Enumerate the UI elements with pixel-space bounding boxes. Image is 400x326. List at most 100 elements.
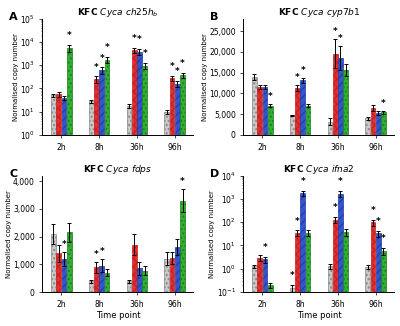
Text: *: * <box>295 216 300 226</box>
Bar <box>170 258 174 292</box>
X-axis label: Time point: Time point <box>297 311 341 320</box>
Y-axis label: Normalised copy number: Normalised copy number <box>202 33 208 121</box>
Text: *: * <box>290 271 294 280</box>
Bar <box>257 87 262 135</box>
Text: *: * <box>295 73 300 82</box>
Bar <box>67 48 72 326</box>
Bar <box>51 96 56 326</box>
Bar <box>94 267 99 292</box>
Bar <box>300 193 305 326</box>
Bar <box>295 88 300 135</box>
Title: KFC $\it{Cyca}$ $\it{ch25h_b}$: KFC $\it{Cyca}$ $\it{ch25h_b}$ <box>77 6 159 19</box>
Bar <box>328 266 332 326</box>
Bar <box>137 269 142 292</box>
Bar <box>252 266 257 326</box>
Text: *: * <box>62 240 66 249</box>
Bar <box>343 70 348 135</box>
Bar <box>262 87 267 135</box>
Bar <box>306 233 310 326</box>
Bar <box>62 259 66 292</box>
X-axis label: Time point: Time point <box>96 311 140 320</box>
Text: *: * <box>94 250 99 259</box>
Bar <box>67 232 72 292</box>
Text: A: A <box>9 12 18 22</box>
Bar <box>370 108 375 135</box>
Bar <box>175 247 180 292</box>
Text: *: * <box>268 92 273 101</box>
Text: *: * <box>105 43 109 52</box>
Bar <box>180 200 185 292</box>
Text: *: * <box>338 35 343 43</box>
Bar <box>99 70 104 326</box>
Bar <box>328 122 332 135</box>
Bar <box>381 251 386 326</box>
Bar <box>142 66 147 326</box>
Text: *: * <box>142 49 147 58</box>
Bar <box>381 112 386 135</box>
Bar <box>132 50 136 326</box>
Text: C: C <box>9 169 17 179</box>
Text: *: * <box>180 59 185 68</box>
Bar <box>268 106 273 135</box>
Text: *: * <box>333 27 338 37</box>
Bar <box>343 232 348 326</box>
Bar <box>56 253 61 292</box>
Bar <box>164 111 169 326</box>
Text: *: * <box>333 203 338 212</box>
Text: D: D <box>210 169 220 179</box>
Bar <box>365 118 370 135</box>
Text: *: * <box>338 177 343 186</box>
Text: *: * <box>300 177 305 186</box>
Bar <box>268 285 273 326</box>
Bar <box>180 75 185 326</box>
Bar <box>376 113 380 135</box>
Title: KFC $\it{Cyca}$ $\it{cyp7b1}$: KFC $\it{Cyca}$ $\it{cyp7b1}$ <box>278 6 360 19</box>
Bar <box>126 281 131 292</box>
Text: *: * <box>180 177 185 186</box>
Text: *: * <box>381 99 386 108</box>
Bar <box>142 271 147 292</box>
Bar <box>252 77 257 135</box>
Bar <box>89 101 94 326</box>
Bar <box>164 259 169 292</box>
Text: *: * <box>376 217 380 226</box>
Bar <box>257 258 262 326</box>
Title: KFC $\it{Cyca}$ $\it{fdps}$: KFC $\it{Cyca}$ $\it{fdps}$ <box>83 163 152 176</box>
Bar <box>370 222 375 326</box>
Y-axis label: Normalised copy number: Normalised copy number <box>209 190 215 278</box>
Text: *: * <box>67 31 72 40</box>
Text: *: * <box>99 53 104 63</box>
Bar <box>262 259 267 326</box>
Bar <box>333 54 338 135</box>
Bar <box>56 95 61 326</box>
Bar <box>105 60 109 326</box>
Text: *: * <box>137 36 142 44</box>
Bar <box>338 58 343 135</box>
Bar <box>333 219 338 326</box>
Text: *: * <box>99 247 104 257</box>
Text: *: * <box>170 62 174 71</box>
Text: *: * <box>132 34 136 43</box>
Bar <box>99 266 104 292</box>
Bar <box>376 233 380 326</box>
Bar <box>290 115 294 135</box>
Text: *: * <box>262 243 267 252</box>
Y-axis label: Normalised copy number: Normalised copy number <box>6 190 12 278</box>
Text: *: * <box>94 63 99 71</box>
Bar <box>175 84 180 326</box>
Bar <box>137 52 142 326</box>
Bar <box>126 106 131 326</box>
Title: KFC $\it{Cyca}$ $\it{ifn a2}$: KFC $\it{Cyca}$ $\it{ifn a2}$ <box>283 163 355 176</box>
Bar <box>105 273 109 292</box>
Bar <box>365 267 370 326</box>
Bar <box>89 281 94 292</box>
Bar <box>170 78 174 326</box>
Bar <box>94 79 99 326</box>
Bar <box>295 233 300 326</box>
Text: B: B <box>210 12 218 22</box>
Bar <box>51 234 56 292</box>
Bar <box>62 97 66 326</box>
Bar <box>290 288 294 326</box>
Text: *: * <box>300 66 305 75</box>
Y-axis label: Normalised copy number: Normalised copy number <box>12 33 18 121</box>
